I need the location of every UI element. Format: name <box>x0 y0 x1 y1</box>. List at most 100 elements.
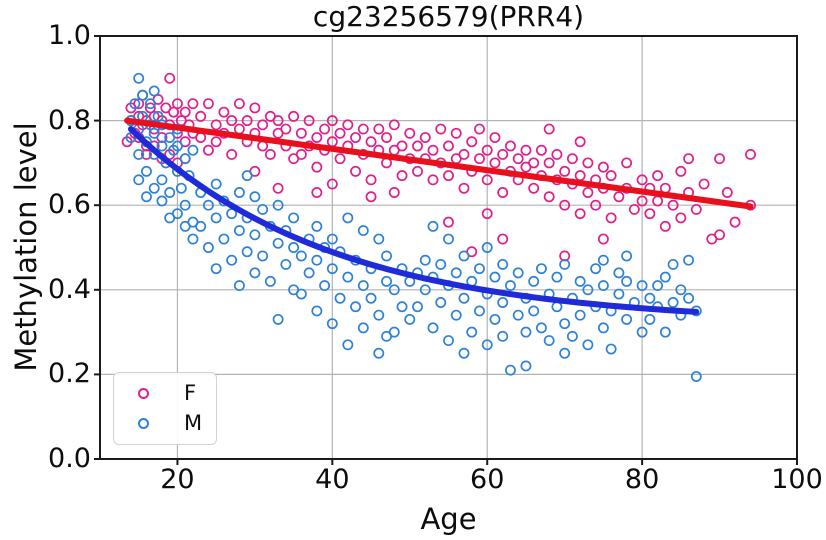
scatter-point-m <box>559 347 571 359</box>
scatter-point-f <box>233 98 245 110</box>
scatter-point-m <box>350 301 362 313</box>
scatter-point-f <box>280 123 292 135</box>
scatter-point-m <box>164 132 176 143</box>
scatter-point-m <box>450 309 462 321</box>
scatter-point-m <box>621 313 633 325</box>
scatter-point-m <box>466 326 478 338</box>
scatter-point-m <box>381 250 392 262</box>
scatter-point-f <box>535 144 547 156</box>
y-tick-label: 0.0 <box>48 443 91 474</box>
scatter-point-m <box>233 187 245 198</box>
scatter-point-f <box>636 195 648 207</box>
scatter-point-m <box>574 309 586 321</box>
scatter-point-m <box>435 297 447 308</box>
scatter-point-m <box>264 275 276 287</box>
scatter-point-m <box>435 258 447 270</box>
scatter-point-m <box>129 98 141 110</box>
scatter-point-f <box>582 187 594 198</box>
scatter-point-f <box>528 182 540 194</box>
scatter-point-m <box>458 292 470 304</box>
scatter-point-f <box>481 208 493 220</box>
scatter-point-m <box>226 254 238 266</box>
scatter-point-f <box>559 165 571 177</box>
scatter-point-m <box>288 242 300 253</box>
scatter-point-f <box>481 144 493 156</box>
scatter-point-m <box>675 284 687 296</box>
scatter-point-m <box>683 254 695 266</box>
scatter-point-m <box>342 212 354 224</box>
y-tick-label: 0.2 <box>48 358 91 390</box>
scatter-point-m <box>497 297 509 308</box>
scatter-point-m <box>218 233 230 245</box>
scatter-point-m <box>272 313 284 325</box>
scatter-point-f <box>520 144 532 156</box>
scatter-point-f <box>303 115 315 127</box>
scatter-point-m <box>636 326 648 338</box>
f-trend-line <box>124 117 754 210</box>
scatter-point-f <box>574 208 586 220</box>
y-tick-label: 0.6 <box>48 189 91 221</box>
scatter-point-f <box>144 102 156 114</box>
scatter-point-f <box>582 157 594 169</box>
scatter-point-f <box>505 140 516 152</box>
scatter-point-m <box>512 267 524 279</box>
scatter-point-m <box>388 326 400 338</box>
scatter-point-f <box>257 140 269 152</box>
scatter-point-f <box>528 157 540 169</box>
scatter-point-f <box>714 153 726 165</box>
scatter-point-f <box>458 148 470 160</box>
y-tick-label: 0.8 <box>48 104 91 136</box>
scatter-point-f <box>419 132 431 143</box>
scatter-point-m <box>241 246 253 258</box>
scatter-point-m <box>179 199 191 211</box>
scatter-point-m <box>574 275 586 287</box>
scatter-point-f <box>466 136 478 148</box>
scatter-point-m <box>342 271 354 283</box>
scatter-point-m <box>528 305 540 317</box>
scatter-point-m <box>566 330 578 342</box>
scatter-point-f <box>257 119 269 131</box>
scatter-point-m <box>144 98 156 110</box>
scatter-point-m <box>474 263 485 275</box>
scatter-point-f <box>613 191 625 203</box>
scatter-point-f <box>667 199 679 211</box>
scatter-point-m <box>295 288 307 300</box>
scatter-point-m <box>326 318 338 330</box>
scatter-point-m <box>667 297 679 308</box>
scatter-point-m <box>257 250 269 262</box>
scatter-point-m <box>450 267 462 279</box>
scatter-point-m <box>396 301 408 313</box>
scatter-point-m <box>133 72 145 84</box>
scatter-point-m <box>233 225 245 237</box>
m-marker-icon <box>138 418 149 430</box>
scatter-point-m <box>210 212 222 224</box>
scatter-point-m <box>373 309 385 321</box>
scatter-point-m <box>443 233 454 245</box>
scatter-point-f <box>350 165 362 177</box>
scatter-point-m <box>597 254 609 266</box>
scatter-point-m <box>156 140 168 152</box>
scatter-point-f <box>597 161 609 173</box>
scatter-point-f <box>605 170 617 182</box>
scatter-point-m <box>597 280 609 292</box>
scatter-point-m <box>512 309 524 321</box>
scatter-point-m <box>373 347 385 359</box>
scatter-point-f <box>458 182 470 194</box>
scatter-point-m <box>520 360 532 372</box>
scatter-point-m <box>156 195 168 207</box>
x-tick-label: 40 <box>315 464 350 495</box>
scatter-point-m <box>171 140 183 152</box>
scatter-point-f <box>474 123 485 135</box>
scatter-point-f <box>365 174 377 186</box>
scatter-point-m <box>427 322 439 334</box>
scatter-point-m <box>148 127 160 139</box>
scatter-point-m <box>481 339 493 351</box>
scatter-point-f <box>218 106 230 118</box>
scatter-point-m <box>621 275 633 287</box>
scatter-point-m <box>303 267 315 279</box>
scatter-point-m <box>249 267 261 279</box>
scatter-point-m <box>559 318 571 330</box>
scatter-point-m <box>505 364 516 376</box>
scatter-point-m <box>543 335 555 347</box>
